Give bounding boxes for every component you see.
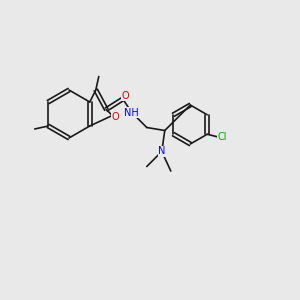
Text: N: N bbox=[158, 146, 166, 157]
Text: O: O bbox=[112, 112, 119, 122]
Text: Cl: Cl bbox=[218, 132, 227, 142]
Text: NH: NH bbox=[124, 107, 139, 118]
Text: O: O bbox=[122, 91, 130, 101]
